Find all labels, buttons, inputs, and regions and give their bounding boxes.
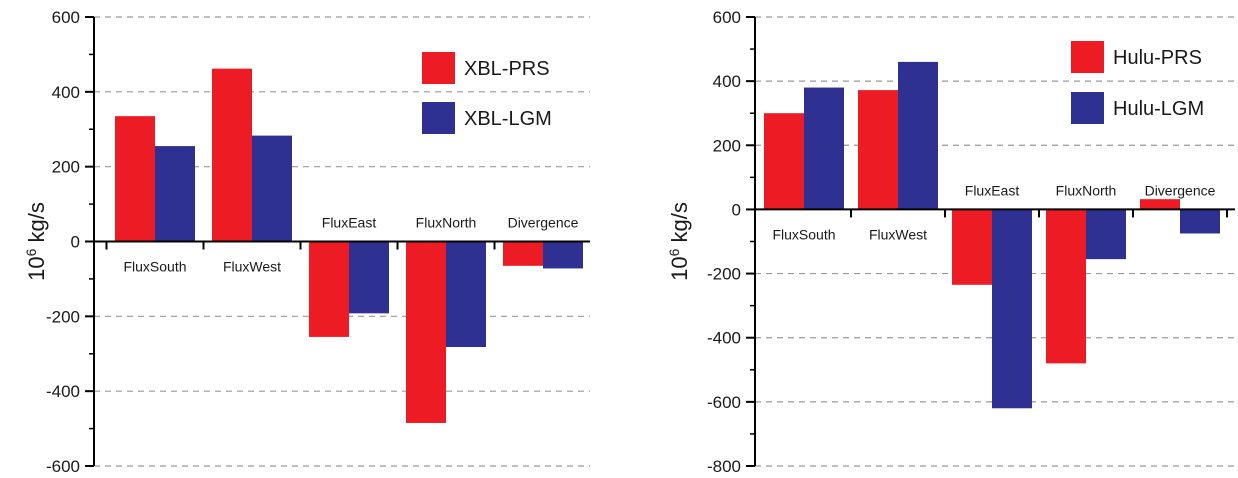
y-tick-label: 0 [732,200,741,219]
legend-swatch [422,102,455,134]
bar-fluxsouth-hulu-lgm [804,87,844,210]
bar-fluxsouth-hulu-prs [764,113,804,210]
legend-label: Hulu-LGM [1113,98,1204,120]
y-tick-label: -600 [46,457,80,476]
y-axis-label-base: 10 [24,256,49,280]
category-label: FluxEast [322,215,377,231]
category-label: FluxEast [965,182,1020,198]
bar-fluxsouth-xbl-prs [115,116,155,242]
y-tick-label: -600 [707,393,741,412]
bar-divergence-xbl-prs [503,241,543,266]
legend-label: XBL-PRS [464,58,550,80]
y-axis-label-exponent: 6 [666,248,682,256]
y-tick-label: 400 [52,83,80,102]
category-label: FluxWest [223,259,281,275]
y-tick-label: 400 [713,72,741,91]
bar-divergence-hulu-lgm [1180,209,1220,234]
y-tick-label: -800 [707,457,741,476]
bar-fluxnorth-hulu-lgm [1086,209,1126,260]
y-axis-label-exponent: 6 [23,248,39,256]
bar-fluxeast-hulu-lgm [992,209,1032,409]
bar-fluxwest-hulu-prs [858,90,898,210]
bar-fluxeast-hulu-prs [952,209,992,285]
legend-label: Hulu-PRS [1113,47,1202,69]
y-axis-label: 106 kg/s [23,202,49,281]
chart-xbl: -600 -400 -200 0 200 400 600 FluxSouth FluxWest F… [23,8,590,476]
category-label: FluxSouth [123,259,186,275]
bar-fluxwest-xbl-lgm [252,135,292,242]
y-axis-label-unit: kg/s [24,202,49,248]
category-label: FluxNorth [416,215,477,231]
y-tick-label: 600 [713,8,741,27]
category-label: FluxSouth [772,226,835,242]
category-label: FluxWest [869,226,927,242]
y-tick-label: 0 [71,233,80,252]
y-tick-label: -200 [46,307,80,326]
bar-fluxnorth-xbl-lgm [446,241,486,348]
bar-fluxwest-xbl-prs [212,68,252,242]
y-tick-label: 600 [52,8,80,27]
chart-hulu: -800 -600 -400 -200 0 200 400 600 FluxSouth FluxW… [666,8,1235,476]
category-label: Divergence [1145,182,1216,198]
bar-fluxwest-hulu-lgm [898,61,938,210]
legend-swatch [1071,41,1104,73]
bar-divergence-hulu-prs [1140,199,1180,210]
legend-swatch [1071,92,1104,124]
bar-fluxeast-xbl-lgm [349,241,389,314]
bar-divergence-xbl-lgm [543,241,583,269]
y-axis-label-unit: kg/s [667,202,692,248]
bar-fluxsouth-xbl-lgm [155,146,195,242]
bar-fluxnorth-xbl-prs [406,241,446,423]
bar-fluxeast-xbl-prs [309,241,349,337]
category-label: Divergence [508,215,579,231]
y-tick-label: -400 [46,382,80,401]
legend-swatch [422,52,455,84]
y-axis-label: 106 kg/s [666,202,692,281]
legend-label: XBL-LGM [464,108,552,130]
category-label: FluxNorth [1056,182,1117,198]
y-tick-label: -400 [707,329,741,348]
y-axis-label-base: 10 [667,256,692,280]
y-tick-label: 200 [713,136,741,155]
y-tick-label: -200 [707,265,741,284]
bar-fluxnorth-hulu-prs [1046,209,1086,364]
y-tick-label: 200 [52,158,80,177]
